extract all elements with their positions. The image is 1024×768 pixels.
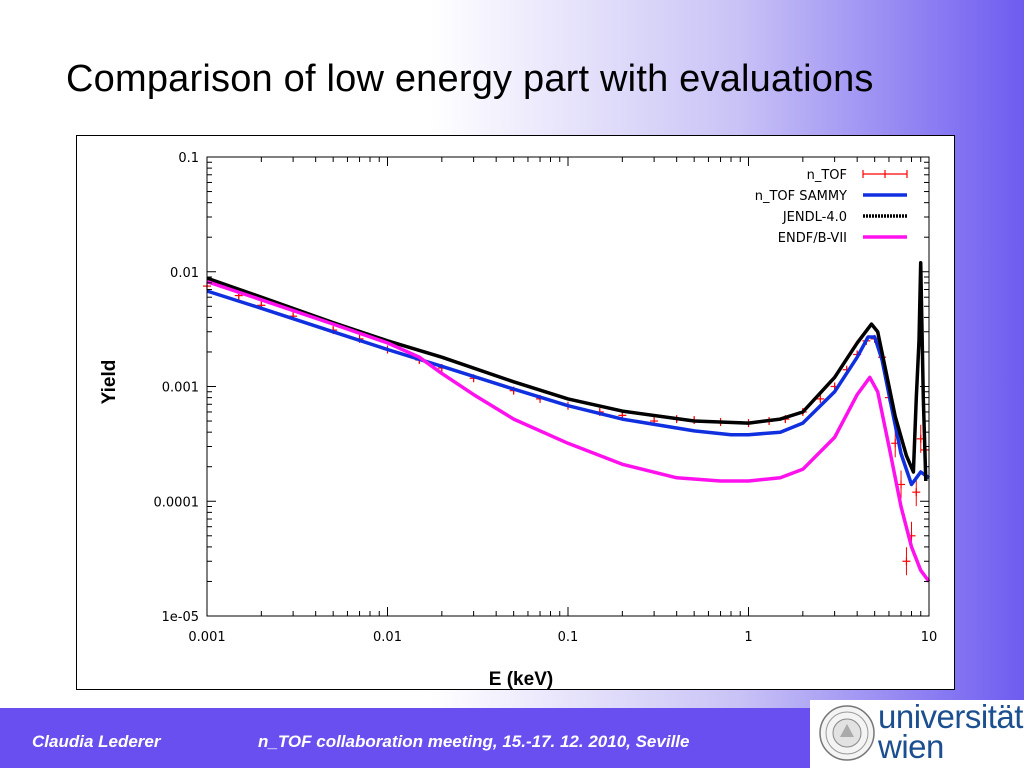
- x-tick-label: 0.01: [373, 630, 402, 645]
- axes: 0.001 0.01 0.1 1 10 0.1 0.01 0.001 0.0001 1e-05: [154, 151, 938, 645]
- footer-author: Claudia Lederer: [32, 732, 161, 751]
- plot-border: [206, 156, 930, 617]
- data-point: [816, 394, 825, 403]
- legend-label: ENDF/B-VII: [778, 231, 847, 246]
- legend-item: n_TOF SAMMY: [755, 189, 907, 204]
- legend: n_TOF n_TOF SAMMY JENDL-4.0 ENDF/B-VII: [755, 168, 908, 246]
- chart-frame: 0.001 0.01 0.1 1 10 0.1 0.01 0.001 0.0001 1e-05 n…: [76, 135, 955, 690]
- slide-title: Comparison of low energy part with evalu…: [66, 58, 874, 100]
- legend-item: ENDF/B-VII: [778, 231, 907, 246]
- legend-item: JENDL-4.0: [782, 210, 907, 225]
- series-group: [203, 260, 931, 583]
- y-tick-label: 0.1: [178, 151, 199, 166]
- footer-bar: Claudia Lederer n_TOF collaboration meet…: [0, 708, 810, 768]
- legend-label: n_TOF: [807, 168, 847, 183]
- x-tick-label: 10: [921, 630, 938, 645]
- y-tick-label: 0.001: [162, 381, 199, 396]
- x-tick-label: 0.1: [558, 630, 579, 645]
- university-logo: universität wien: [810, 700, 1024, 768]
- university-wordmark: universität wien: [878, 698, 1023, 765]
- university-seal-icon: [819, 705, 875, 761]
- series-line: [206, 260, 928, 482]
- series-line: [206, 279, 931, 583]
- y-tick-label: 0.01: [170, 266, 199, 281]
- y-tick-label: 1e-05: [161, 610, 199, 625]
- x-tick-label: 0.001: [188, 630, 225, 645]
- series-jendl-4-0: [206, 260, 928, 482]
- data-point: [902, 547, 911, 576]
- data-point: [912, 478, 921, 507]
- y-tick-label: 0.0001: [154, 495, 200, 510]
- legend-item: n_TOF: [807, 168, 908, 183]
- series-endf-b-vii: [206, 279, 931, 583]
- wordmark-line-2: wien: [878, 728, 944, 765]
- series-line: [206, 289, 931, 487]
- y-axis-title: Yield: [99, 360, 120, 405]
- series-n-tof-sammy: [206, 289, 931, 487]
- wordmark-line-1: universität: [878, 698, 1023, 735]
- legend-label: JENDL-4.0: [782, 210, 847, 225]
- yield-vs-energy-chart: 0.001 0.01 0.1 1 10 0.1 0.01 0.001 0.0001 1e-05 n…: [99, 151, 938, 689]
- legend-label: n_TOF SAMMY: [755, 189, 847, 204]
- footer-meeting: n_TOF collaboration meeting, 15.-17. 12.…: [258, 732, 690, 751]
- x-axis-title: E (keV): [489, 669, 553, 689]
- x-tick-label: 1: [744, 630, 752, 645]
